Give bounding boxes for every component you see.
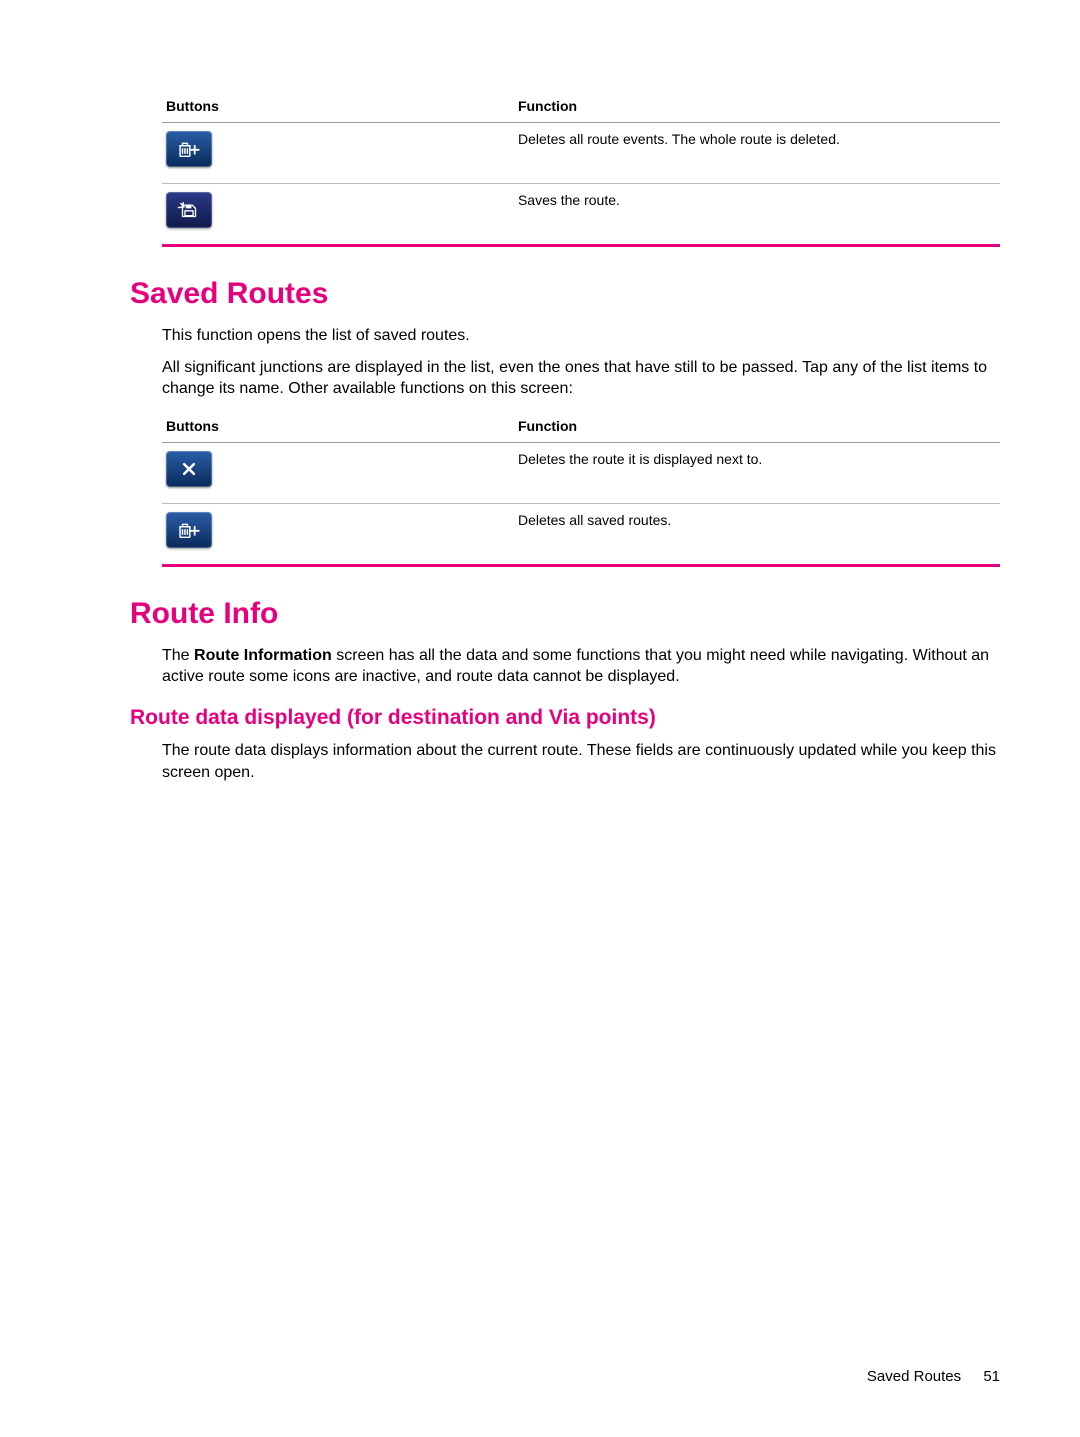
col-header-function: Function bbox=[514, 410, 1000, 443]
table-row: Deletes all saved routes. bbox=[162, 503, 1000, 565]
button-cell bbox=[162, 123, 514, 184]
function-cell: Deletes the route it is displayed next t… bbox=[514, 442, 1000, 503]
heading-saved-routes: Saved Routes bbox=[130, 277, 1000, 311]
buttons-table-route-events: Buttons Function Deletes all route event… bbox=[162, 90, 1000, 247]
function-cell: Saves the route. bbox=[514, 184, 1000, 246]
delete-all-saved-routes-button[interactable] bbox=[166, 512, 212, 548]
heading-route-info: Route Info bbox=[130, 597, 1000, 631]
close-x-icon bbox=[176, 458, 202, 480]
page-footer: Saved Routes 51 bbox=[867, 1368, 1000, 1385]
button-cell bbox=[162, 184, 514, 246]
save-disk-icon bbox=[176, 199, 202, 221]
footer-section-label: Saved Routes bbox=[867, 1368, 961, 1385]
delete-all-route-events-button[interactable] bbox=[166, 131, 212, 167]
trash-plus-icon bbox=[176, 519, 202, 541]
buttons-table-saved-routes: Buttons Function Deletes the route it is… bbox=[162, 410, 1000, 567]
col-header-buttons: Buttons bbox=[162, 410, 514, 443]
save-route-button[interactable] bbox=[166, 192, 212, 228]
table-header-row: Buttons Function bbox=[162, 90, 1000, 123]
paragraph: All significant junctions are displayed … bbox=[162, 357, 1000, 400]
paragraph: This function opens the list of saved ro… bbox=[162, 325, 1000, 347]
subheading-route-data: Route data displayed (for destination an… bbox=[130, 706, 1000, 730]
table-row: Deletes all route events. The whole rout… bbox=[162, 123, 1000, 184]
button-cell bbox=[162, 503, 514, 565]
delete-route-button[interactable] bbox=[166, 451, 212, 487]
paragraph: The route data displays information abou… bbox=[162, 740, 1000, 783]
footer-page-number: 51 bbox=[983, 1368, 1000, 1385]
paragraph: The Route Information screen has all the… bbox=[162, 645, 1000, 688]
text: The bbox=[162, 647, 194, 664]
table-row: Deletes the route it is displayed next t… bbox=[162, 442, 1000, 503]
table-row: Saves the route. bbox=[162, 184, 1000, 246]
table-header-row: Buttons Function bbox=[162, 410, 1000, 443]
button-cell bbox=[162, 442, 514, 503]
bold-text: Route Information bbox=[194, 647, 332, 664]
col-header-buttons: Buttons bbox=[162, 90, 514, 123]
function-cell: Deletes all saved routes. bbox=[514, 503, 1000, 565]
trash-plus-icon bbox=[176, 138, 202, 160]
col-header-function: Function bbox=[514, 90, 1000, 123]
document-page: Buttons Function Deletes all route event… bbox=[0, 0, 1080, 783]
function-cell: Deletes all route events. The whole rout… bbox=[514, 123, 1000, 184]
